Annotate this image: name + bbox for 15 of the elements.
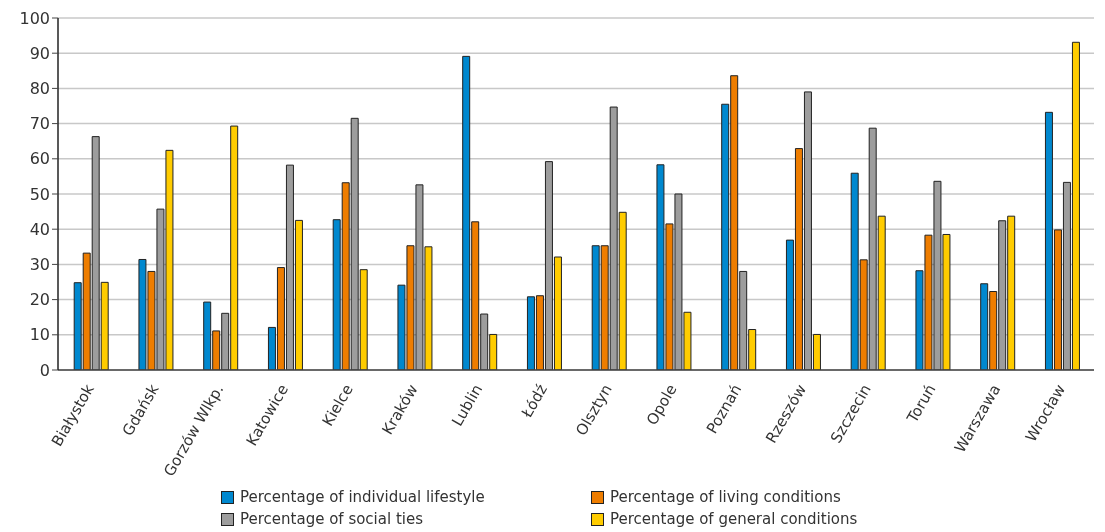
y-tick-label: 70	[29, 114, 50, 134]
y-tick-label: 10	[29, 325, 50, 345]
y-tick-label: 20	[29, 290, 50, 310]
legend-label: Percentage of general conditions	[610, 510, 858, 528]
y-tick-label: 0	[39, 360, 50, 380]
y-tick-label: 40	[29, 219, 50, 239]
y-tick-label: 80	[29, 79, 50, 99]
legend-label: Percentage of individual lifestyle	[240, 488, 485, 506]
y-tick-label: 60	[29, 149, 50, 169]
y-tick-label: 30	[29, 255, 50, 275]
y-tick-label: 100	[19, 8, 50, 28]
legend-label: Percentage of living conditions	[610, 488, 841, 506]
y-tick-label: 50	[29, 184, 50, 204]
legend-label: Percentage of social ties	[240, 510, 424, 528]
y-tick-label: 90	[29, 43, 50, 63]
